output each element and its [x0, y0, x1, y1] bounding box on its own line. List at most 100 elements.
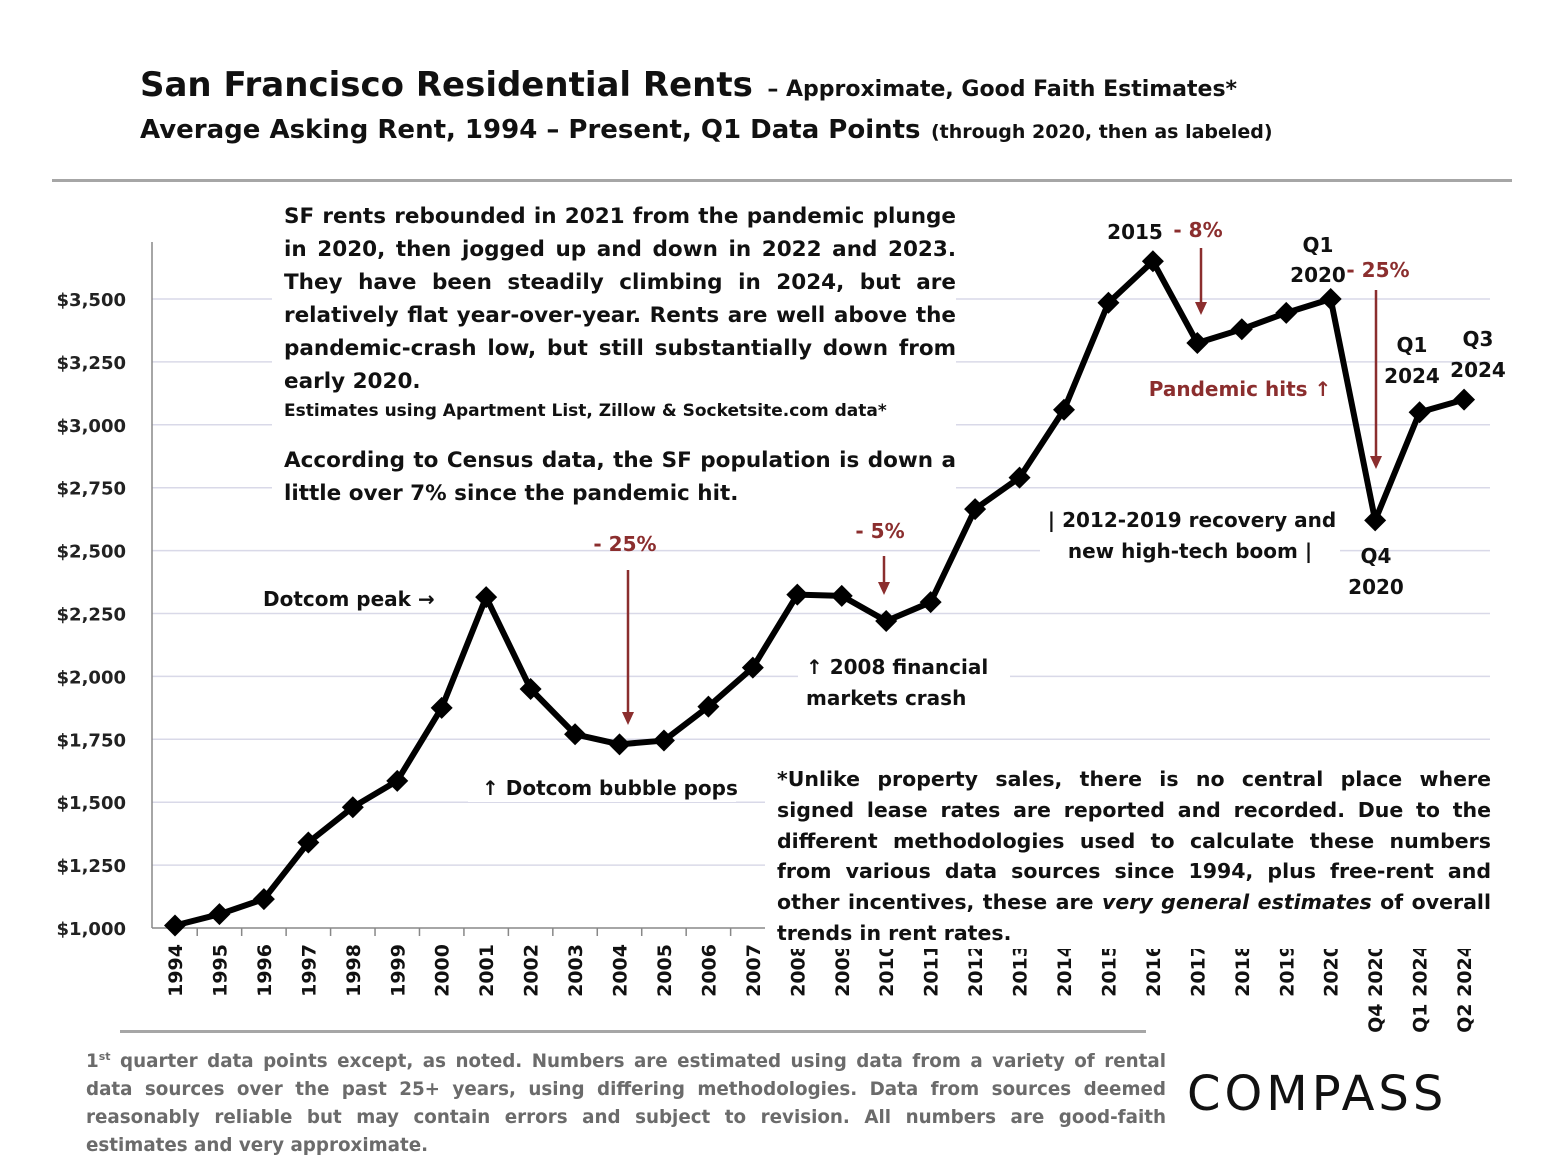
x-tick-label: 2012 — [965, 944, 987, 997]
chart-title-qualifier: – Approximate, Good Faith Estimates* — [767, 77, 1237, 102]
annotation-recovery-bg — [1040, 500, 1340, 570]
x-tick-label: 2015 — [1098, 944, 1120, 997]
annotation-q1-2020-line2: 2020 — [1290, 263, 1346, 287]
disclaimer-text-box: *Unlike property sales, there is no cent… — [765, 764, 1491, 949]
data-point-marker — [919, 591, 942, 614]
x-axis-ticks: 1994 1995 1996 1997 1998 1999 2000 2001 2002 2003… — [165, 928, 1488, 1033]
annotation-label-2015: 2015 — [1107, 220, 1163, 244]
annotation-pct-2010: - 5% — [855, 519, 904, 543]
data-point-marker — [1275, 301, 1298, 324]
annotation-dotcom-pops: ↑ Dotcom bubble pops — [482, 776, 738, 800]
x-tick-label: 1998 — [343, 944, 365, 997]
y-tick-label: $2,000 — [57, 667, 126, 688]
data-point-marker — [741, 656, 764, 679]
footer-note-text: quarter data points except, as noted. Nu… — [86, 1051, 1166, 1156]
annotation-pandemic-hits: Pandemic hits ↑ — [1149, 377, 1332, 401]
disclaimer-text-b: of overall trends in rent rates. — [777, 890, 1491, 945]
annotation-recovery-line1: | 2012-2019 recovery and — [1048, 508, 1336, 532]
y-tick-label: $1,000 — [57, 919, 126, 940]
x-tick-label: 2017 — [1187, 944, 1209, 997]
header-rule — [52, 179, 1512, 182]
x-tick-label: 1994 — [165, 944, 187, 997]
x-tick-label: 2006 — [698, 944, 720, 997]
y-tick-label: $2,250 — [57, 605, 126, 626]
x-tick-label: 2005 — [654, 944, 676, 997]
data-point-marker — [564, 723, 587, 746]
annotation-recovery-line2: new high-tech boom | — [1068, 539, 1312, 563]
data-point-marker — [1364, 509, 1387, 532]
disclaimer-text-a: *Unlike property sales, there is no cent… — [777, 767, 1491, 915]
x-tick-label: 2003 — [565, 944, 587, 997]
annotation-q4-2020-line1: Q4 — [1361, 544, 1392, 568]
data-point-marker — [341, 796, 364, 819]
x-tick-label: 2011 — [921, 944, 943, 997]
data-point-marker — [252, 888, 275, 911]
x-tick-label: 2002 — [521, 944, 543, 997]
title-line-1: San Francisco Residential Rents – Approx… — [140, 65, 1238, 105]
data-point-marker — [1053, 398, 1075, 421]
census-text: According to Census data, the SF populat… — [284, 448, 956, 506]
data-point-marker — [386, 769, 409, 792]
annotation-q1-2020-line1: Q1 — [1303, 233, 1334, 257]
disclaimer-text-italic: very general estimates — [1101, 890, 1372, 915]
x-tick-label: 2018 — [1232, 944, 1254, 997]
data-point-marker — [608, 733, 631, 756]
x-tick-label: 1997 — [298, 944, 320, 997]
chart-subtitle: Average Asking Rent, 1994 – Present, Q1 … — [140, 115, 921, 145]
arrow-2010-head — [878, 582, 890, 595]
data-point-marker — [1319, 288, 1342, 310]
annotation-dotcom-pops-bg — [468, 768, 736, 802]
x-tick-label: 2000 — [432, 944, 454, 997]
y-axis-ticks: $1,000 $1,250 $1,500 $1,750 $2,000 $2,250 $2,5… — [57, 290, 126, 940]
annotation-dotcom-peak: Dotcom peak → — [263, 587, 435, 611]
data-point-marker — [964, 498, 987, 521]
y-tick-label: $3,500 — [57, 290, 126, 311]
data-point-marker — [697, 695, 720, 718]
rebound-sources-text: Estimates using Apartment List, Zillow &… — [284, 401, 887, 421]
x-tick-label: Q2 2024 — [1454, 944, 1476, 1033]
x-tick-label: 2010 — [876, 944, 898, 997]
x-tick-label: 2014 — [1054, 944, 1076, 997]
data-point-marker — [1230, 318, 1253, 341]
x-tick-label: 2016 — [1143, 944, 1165, 997]
data-point-marker — [1008, 466, 1031, 489]
arrow-2015-head — [1195, 302, 1207, 315]
data-point-marker — [1141, 250, 1164, 273]
rebound-text: SF rents rebounded in 2021 from the pand… — [284, 204, 956, 394]
annotation-q4-2020-line2: 2020 — [1348, 575, 1404, 599]
data-point-marker — [652, 729, 675, 752]
annotation-q3-2024-line2: 2024 — [1450, 358, 1506, 382]
data-point-marker — [475, 586, 498, 609]
y-tick-label: $3,250 — [57, 353, 126, 374]
x-tick-label: 2013 — [1010, 944, 1032, 997]
x-tick-label: 2019 — [1276, 944, 1298, 997]
title-line-2: Average Asking Rent, 1994 – Present, Q1 … — [140, 115, 1273, 145]
data-point-marker — [1186, 332, 1209, 355]
annotation-pct-dotcom: - 25% — [593, 532, 656, 556]
data-point-marker — [830, 584, 853, 607]
footer-rule — [120, 1030, 1146, 1033]
x-tick-label: 2001 — [476, 944, 498, 997]
x-tick-label: 2008 — [787, 944, 809, 997]
y-tick-label: $1,250 — [57, 856, 126, 877]
y-tick-label: $3,000 — [57, 416, 126, 437]
data-point-marker — [1097, 291, 1120, 314]
chart-title: San Francisco Residential Rents — [140, 65, 753, 105]
x-tick-label: 1995 — [209, 944, 231, 997]
arrow-dotcom-head — [622, 712, 634, 725]
data-markers — [164, 250, 1476, 937]
x-tick-label: 2009 — [832, 944, 854, 997]
data-point-marker — [297, 831, 320, 854]
y-tick-label: $2,500 — [57, 542, 126, 563]
annotation-financial-line2: markets crash — [806, 686, 966, 710]
annotation-financial-line1: ↑ 2008 financial — [806, 655, 988, 679]
data-point-marker — [875, 610, 898, 633]
annotation-q3-2024-line1: Q3 — [1463, 327, 1494, 351]
data-point-marker — [430, 696, 453, 719]
footer-note: 1st quarter data points except, as noted… — [86, 1048, 1166, 1160]
footer-note-first: 1 — [86, 1051, 99, 1072]
footer-note-sup: st — [98, 1049, 111, 1063]
annotation-q1-2024-line2: 2024 — [1384, 364, 1440, 388]
x-tick-label: 1996 — [254, 944, 276, 997]
